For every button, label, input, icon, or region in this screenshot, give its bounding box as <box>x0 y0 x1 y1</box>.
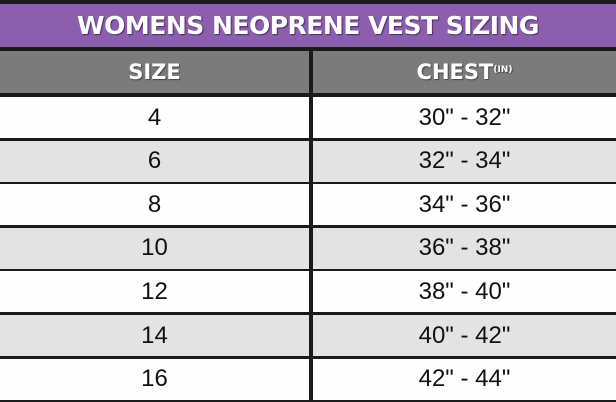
size-header-label: SIZE <box>128 60 181 84</box>
chest-cell: 32" - 34" <box>313 140 616 182</box>
chest-cell: 42" - 44" <box>313 358 616 400</box>
table-row: 8 34" - 36" <box>0 184 616 226</box>
chest-cell: 40" - 42" <box>313 315 616 356</box>
table-row: 14 40" - 42" <box>0 315 616 356</box>
table-row: 10 36" - 38" <box>0 227 616 269</box>
size-cell: 16 <box>0 358 309 400</box>
column-header-size: SIZE <box>0 51 309 93</box>
chest-cell: 30" - 32" <box>313 97 616 138</box>
chest-unit-label: (IN) <box>493 65 513 75</box>
table-row: 12 38" - 40" <box>0 271 616 313</box>
size-cell: 8 <box>0 184 309 226</box>
table-row: 4 30" - 32" <box>0 97 616 138</box>
chest-header-label: CHEST <box>416 60 494 84</box>
chest-cell: 34" - 36" <box>313 184 616 226</box>
size-cell: 4 <box>0 97 309 138</box>
table-row: 16 42" - 44" <box>0 358 616 400</box>
column-header-chest: CHEST (IN) <box>313 51 616 93</box>
chest-cell: 36" - 38" <box>313 227 616 269</box>
size-cell: 10 <box>0 227 309 269</box>
chest-cell: 38" - 40" <box>313 271 616 313</box>
size-cell: 12 <box>0 271 309 313</box>
chart-title: WOMENS NEOPRENE VEST SIZING <box>0 4 616 47</box>
size-cell: 14 <box>0 315 309 356</box>
size-cell: 6 <box>0 140 309 182</box>
table-row: 6 32" - 34" <box>0 140 616 182</box>
